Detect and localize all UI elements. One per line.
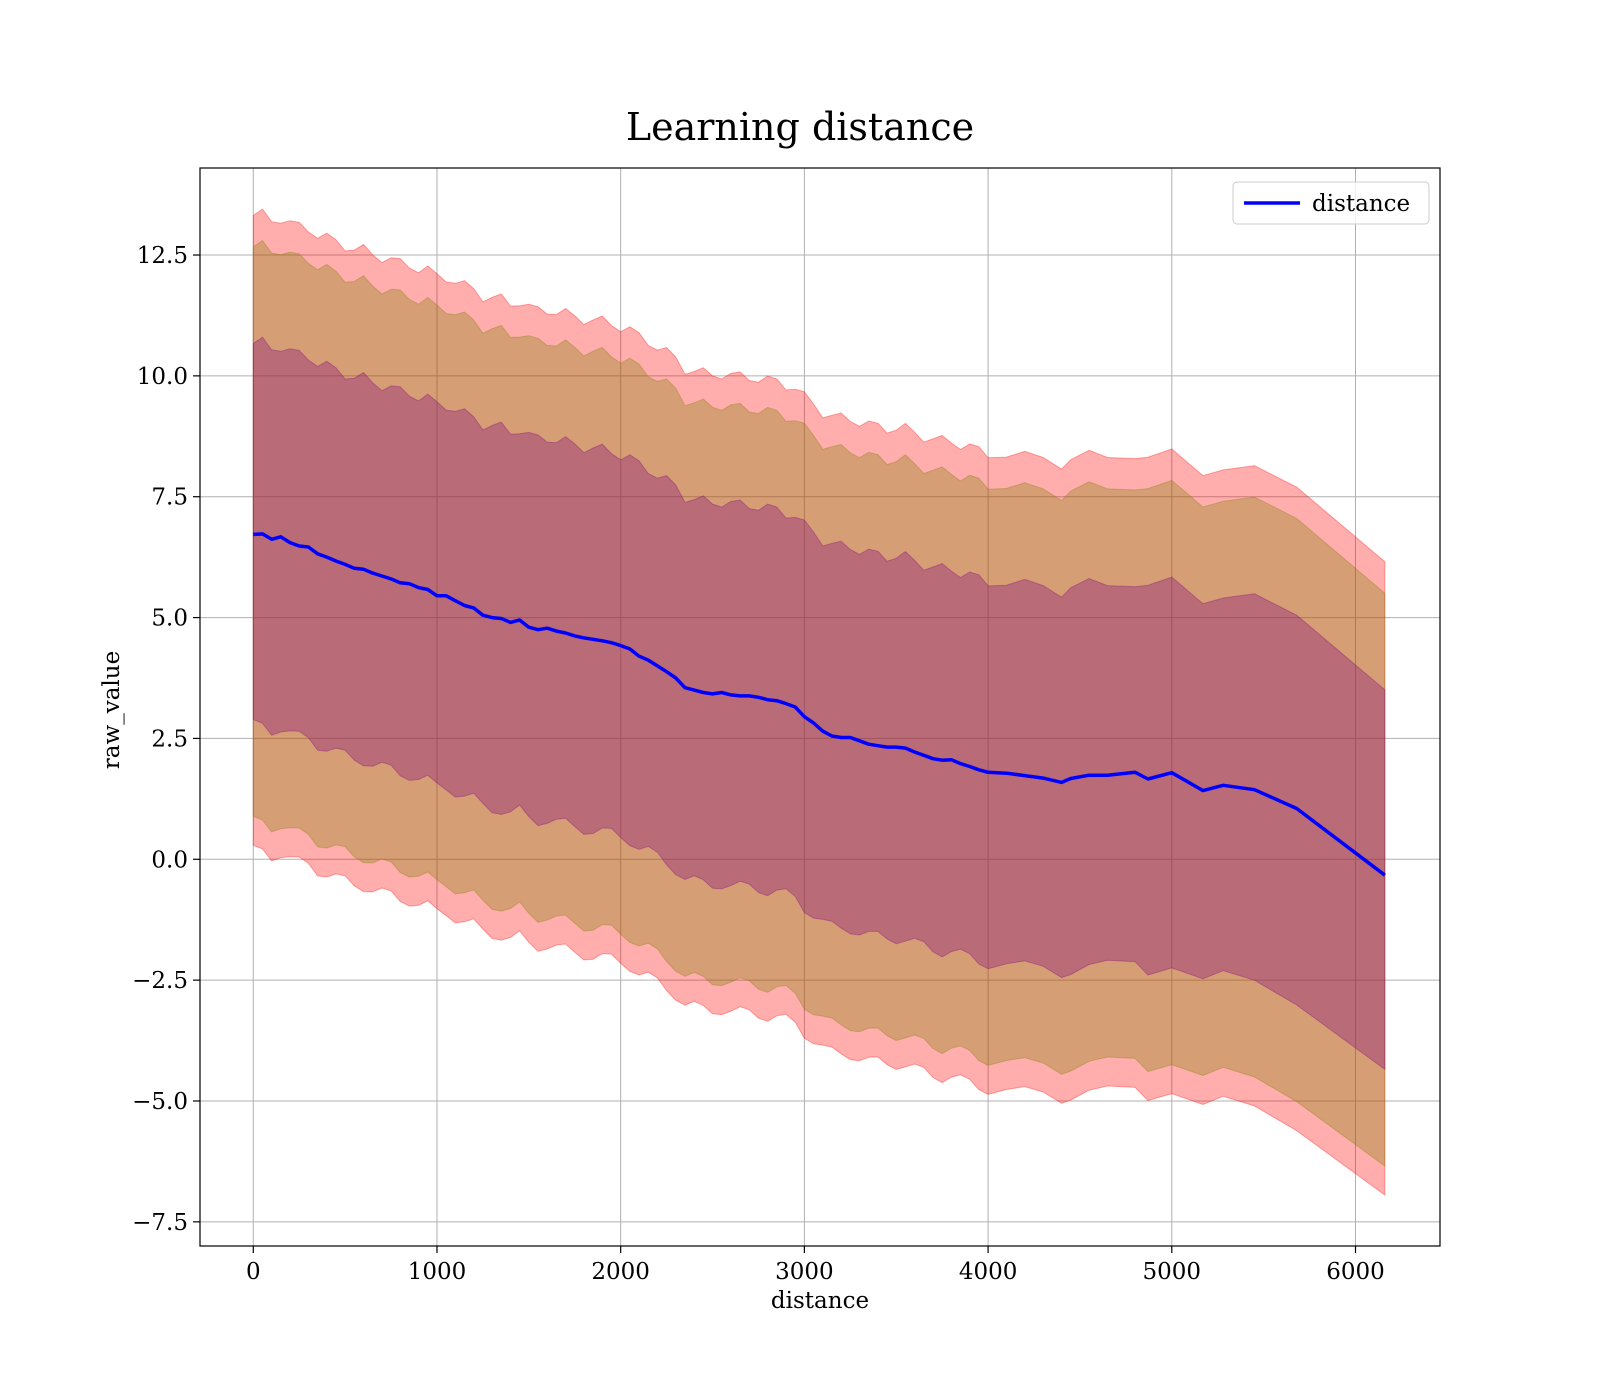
y-tick-label-8: 12.5: [137, 243, 188, 269]
x-tick-label-1: 1000: [408, 1259, 467, 1285]
x-tick-label-5: 5000: [1143, 1259, 1202, 1285]
x-axis-label: distance: [771, 1288, 869, 1314]
band-middle: [252, 239, 1386, 1168]
x-tick-label-6: 6000: [1326, 1259, 1385, 1285]
x-tick-label-3: 3000: [775, 1259, 834, 1285]
chart-legend: distance: [1232, 181, 1430, 225]
y-tick-label-1: −5.0: [132, 1089, 188, 1115]
y-tick-label-6: 7.5: [151, 485, 188, 511]
series-line-distance: [253, 532, 1386, 877]
x-tick-label-2: 2000: [591, 1259, 650, 1285]
x-tick-label-0: 0: [246, 1259, 261, 1285]
y-axis-ticks: −7.5 −5.0 −2.5 0.0 2.5 5.0 7.5 10.0 12.5: [132, 243, 200, 1236]
grid-lines: [200, 168, 1440, 1246]
band-outer: [252, 208, 1386, 1197]
confidence-bands: [252, 208, 1386, 1197]
x-tick-label-4: 4000: [959, 1259, 1018, 1285]
y-tick-label-0: −7.5: [132, 1210, 188, 1236]
legend-label-distance: distance: [1312, 191, 1410, 217]
y-tick-label-7: 10.0: [137, 364, 188, 390]
legend-box: [1232, 181, 1430, 225]
plot-area-frame: [199, 167, 1441, 1247]
y-tick-label-2: −2.5: [132, 968, 188, 994]
y-tick-label-4: 2.5: [151, 726, 188, 752]
y-axis-label: raw_value: [99, 651, 125, 769]
series-lines: [253, 532, 1386, 877]
band-inner: [252, 336, 1386, 1071]
x-axis-ticks: 0 1000 2000 3000 4000 5000 6000: [246, 1246, 1385, 1285]
y-tick-label-5: 5.0: [151, 606, 188, 632]
chart-title: Learning distance: [626, 105, 974, 149]
y-tick-label-3: 0.0: [151, 847, 188, 873]
